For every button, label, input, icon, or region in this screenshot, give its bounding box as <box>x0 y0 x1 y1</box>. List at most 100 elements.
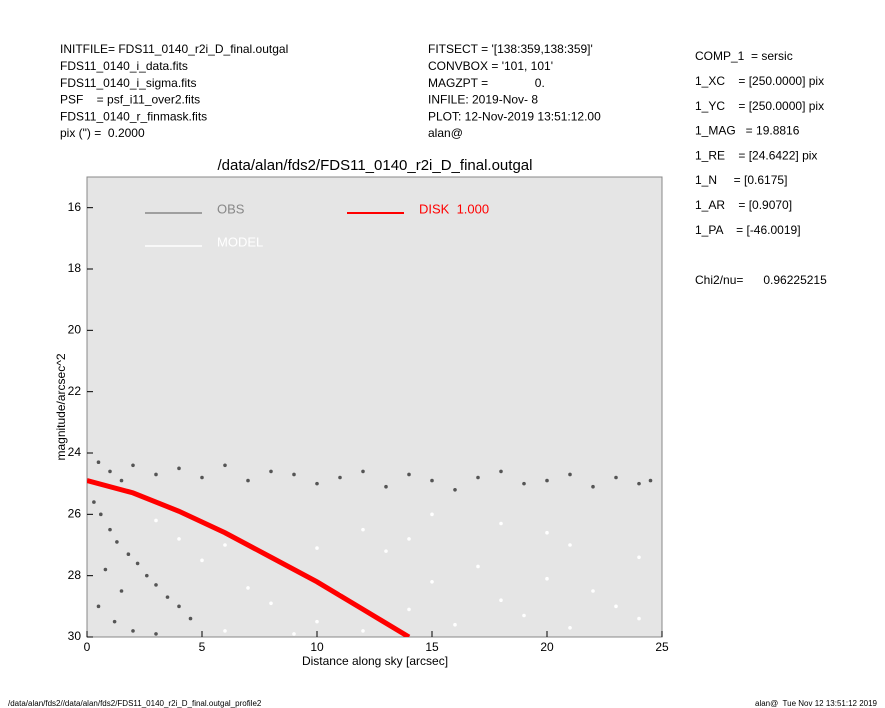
point <box>177 466 181 471</box>
x-axis-label: Distance along sky [arcsec] <box>302 654 448 668</box>
y-tick-label: 26 <box>68 507 82 521</box>
point <box>292 632 296 636</box>
point <box>200 558 204 563</box>
point <box>637 555 641 560</box>
point <box>99 512 103 517</box>
x-tick-label: 15 <box>425 640 439 654</box>
plot-area <box>86 176 663 638</box>
point <box>522 481 526 486</box>
point <box>407 472 411 477</box>
point <box>453 622 457 627</box>
point <box>135 561 140 566</box>
point <box>545 478 549 483</box>
y-tick-label: 24 <box>68 445 82 459</box>
header-left: INITFILE= FDS11_0140_r2i_D_final.outgal <box>60 42 288 56</box>
header-middle: PLOT: 12-Nov-2019 13:51:12.00 <box>428 109 601 123</box>
point <box>591 589 595 593</box>
point <box>545 576 549 581</box>
point <box>292 472 296 477</box>
point <box>648 478 653 483</box>
y-tick-label: 30 <box>68 629 82 643</box>
header-right: 1_YC = [250.0000] pix <box>695 99 824 113</box>
point <box>568 472 572 477</box>
point <box>591 484 595 489</box>
x-tick-label: 20 <box>540 640 554 654</box>
point <box>154 632 158 636</box>
point <box>338 475 342 480</box>
footer-right: alan@ Tue Nov 12 13:51:12 2019 <box>755 699 878 708</box>
point <box>108 469 112 474</box>
point <box>315 546 319 550</box>
point <box>246 478 250 483</box>
point <box>223 629 227 633</box>
footer-left: /data/alan/fds2//data/alan/fds2/FDS11_01… <box>8 699 262 708</box>
point <box>361 629 365 633</box>
point <box>430 580 434 584</box>
header-right: COMP_1 = sersic <box>695 49 793 63</box>
point <box>522 613 526 618</box>
point <box>499 521 503 526</box>
point <box>96 460 101 465</box>
legend-label: DISK 1.000 <box>419 201 489 216</box>
header-left: PSF = psf_i11_over2.fits <box>60 93 200 107</box>
point <box>384 484 388 489</box>
point <box>115 540 119 544</box>
point <box>154 583 158 587</box>
point <box>188 616 193 621</box>
point <box>614 475 618 480</box>
point <box>131 629 135 633</box>
point <box>476 564 480 569</box>
header-right: 1_N = [0.6175] <box>695 173 787 187</box>
point <box>119 478 124 483</box>
point <box>315 619 319 624</box>
legend-label: OBS <box>217 201 245 216</box>
header-right: 1_PA = [-46.0019] <box>695 223 801 237</box>
y-tick-label: 22 <box>68 384 82 398</box>
x-tick-label: 10 <box>310 640 324 654</box>
point <box>315 481 319 486</box>
header-left: FDS11_0140_i_sigma.fits <box>60 76 197 90</box>
point <box>453 488 457 492</box>
point <box>361 527 365 532</box>
point <box>269 601 273 606</box>
header-left: FDS11_0140_i_data.fits <box>60 59 188 73</box>
point <box>131 463 135 468</box>
point <box>637 616 641 621</box>
header-middle: MAGZPT = 0. <box>428 76 545 90</box>
header-middle: alan@ <box>428 126 463 140</box>
plot-marks <box>87 460 653 637</box>
x-tick-label: 25 <box>655 640 669 654</box>
y-tick-label: 28 <box>68 568 82 582</box>
x-tick-label: 5 <box>199 640 206 654</box>
point <box>119 589 124 593</box>
point <box>568 543 572 547</box>
y-tick-label: 16 <box>68 200 82 214</box>
header-right: 1_RE = [24.6422] pix <box>695 148 817 162</box>
point <box>103 567 108 572</box>
point <box>269 469 273 474</box>
chart-title: /data/alan/fds2/FDS11_0140_r2i_D_final.o… <box>218 157 533 174</box>
y-tick-label: 20 <box>68 323 82 337</box>
point <box>126 552 131 556</box>
point <box>96 604 101 609</box>
header-right: 1_MAG = 19.8816 <box>695 124 800 138</box>
chi2: Chi2/nu= 0.96225215 <box>695 273 827 287</box>
point <box>499 598 503 602</box>
legend-label: MODEL <box>217 234 263 249</box>
point <box>476 475 480 480</box>
point <box>407 537 411 541</box>
point <box>177 537 181 541</box>
header-left: FDS11_0140_r_finmask.fits <box>60 109 207 123</box>
point <box>430 478 434 483</box>
header-middle: CONVBOX = '101, 101' <box>428 59 553 73</box>
header-right: 1_AR = [0.9070] <box>695 198 792 212</box>
header-middle: FITSECT = '[138:359,138:359]' <box>428 42 593 56</box>
point <box>223 463 227 468</box>
point <box>165 595 170 599</box>
point <box>361 469 365 474</box>
header-left: pix (") = 0.2000 <box>60 126 145 140</box>
point <box>246 586 250 590</box>
point <box>177 604 181 609</box>
point <box>637 481 641 486</box>
